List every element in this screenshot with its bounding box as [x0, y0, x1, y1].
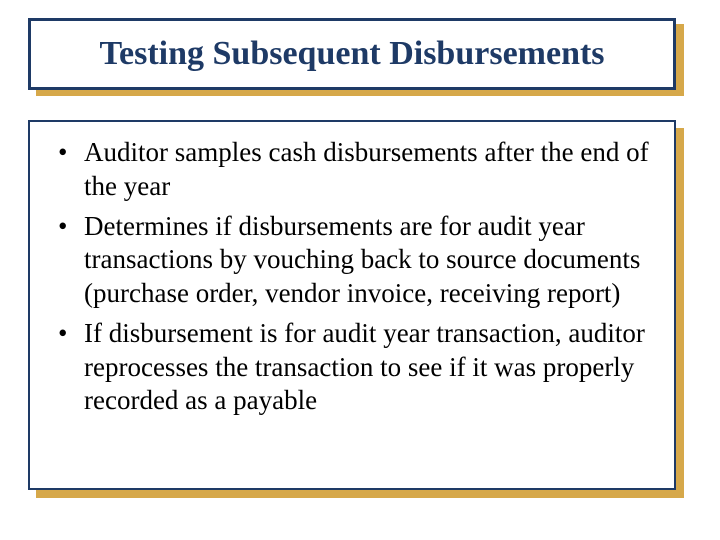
- list-item: Determines if disbursements are for audi…: [50, 210, 654, 311]
- slide-title: Testing Subsequent Disbursements: [99, 35, 604, 72]
- bullet-list: Auditor samples cash disbursements after…: [50, 136, 654, 418]
- slide: Testing Subsequent Disbursements Auditor…: [0, 0, 720, 540]
- body-box: Auditor samples cash disbursements after…: [28, 120, 676, 490]
- list-item: Auditor samples cash disbursements after…: [50, 136, 654, 204]
- list-item: If disbursement is for audit year transa…: [50, 317, 654, 418]
- title-box: Testing Subsequent Disbursements: [28, 18, 676, 90]
